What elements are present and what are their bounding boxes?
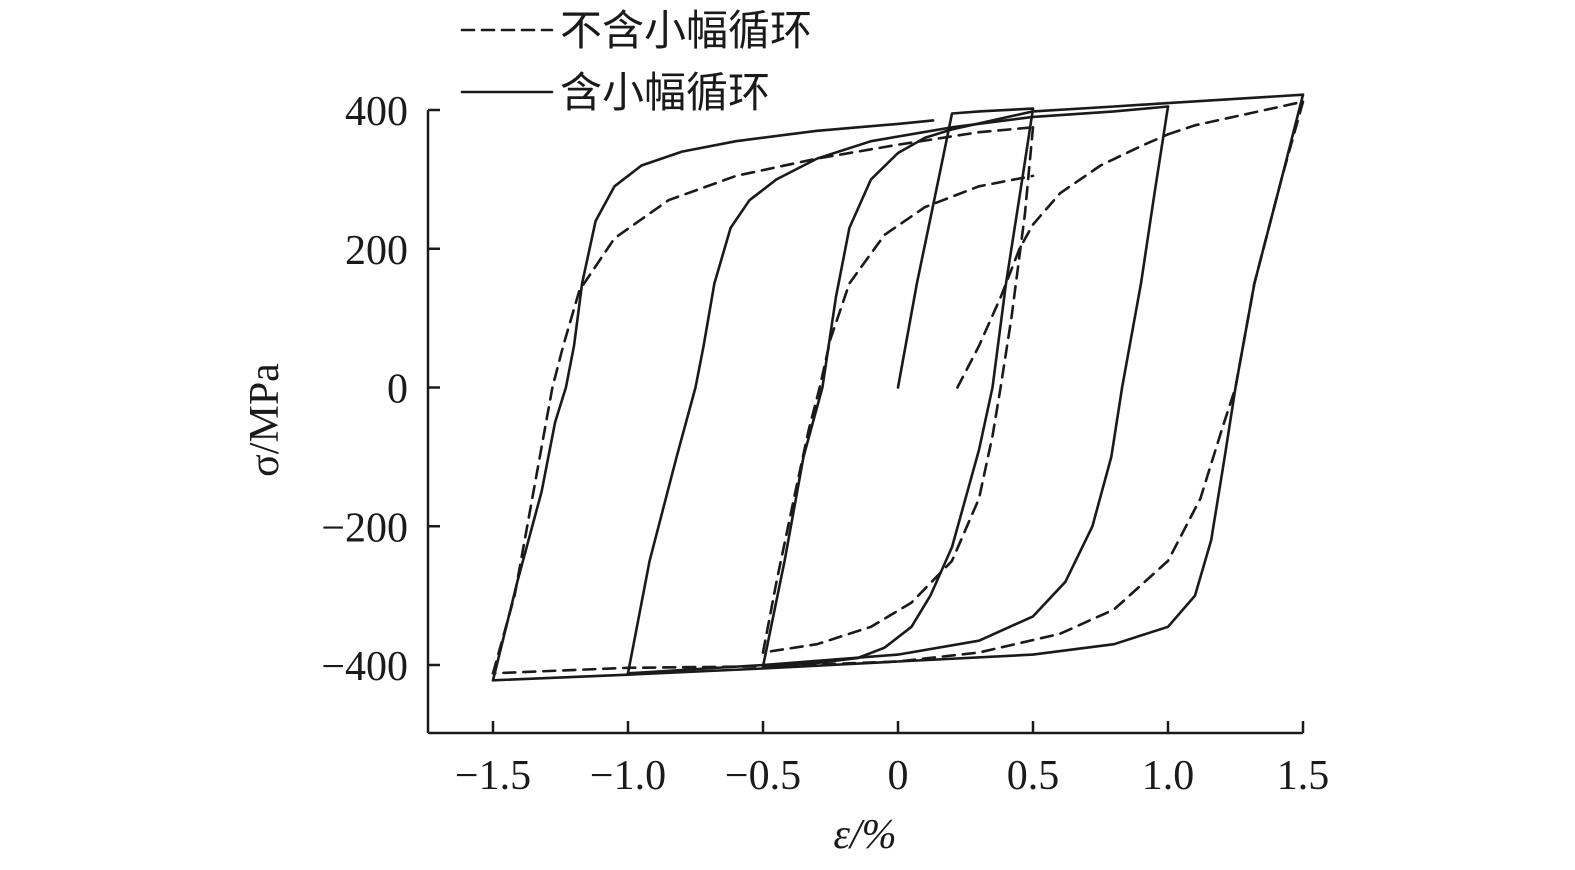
- series-0-segment-1: [1031, 133, 1170, 226]
- x-tick-label-0: −1.5: [455, 753, 531, 799]
- x-tick-label-2: −0.5: [725, 753, 801, 799]
- x-tick-label-6: 1.5: [1277, 753, 1330, 799]
- legend-label-0: 不含小幅循环: [560, 6, 812, 55]
- x-axis-title: ε/%: [833, 812, 896, 858]
- y-axis-title: σ/MPa: [242, 363, 288, 477]
- series-1-segment-2: [761, 110, 1035, 668]
- y-tick-label-0: 400: [345, 89, 408, 135]
- series-0-segment-0: [956, 223, 1035, 389]
- series-1-segment-3: [1031, 93, 1305, 113]
- curves-layer: [491, 93, 1305, 682]
- series-1-segment-7: [626, 105, 1170, 675]
- axes-layer: [426, 110, 1303, 735]
- series-1-segment-5: [491, 119, 935, 682]
- series-1-segment-4: [491, 93, 1305, 682]
- y-tick-label-3: −200: [321, 505, 408, 551]
- legend-label-1: 含小幅循环: [560, 68, 770, 117]
- series-0-segment-2: [1166, 100, 1305, 136]
- ticks-layer: 400 200 0 −200 −400 −1.5 −1.0 −0.5 0 0.5 1.0 1.5: [321, 89, 1329, 799]
- series-1-segment-6: [626, 105, 1170, 675]
- y-tick-label-2: 0: [387, 367, 408, 413]
- series-solid: [491, 93, 1305, 682]
- series-1-segment-0: [896, 107, 1035, 389]
- x-tick-label-1: −1.0: [590, 753, 666, 799]
- x-tick-label-4: 0.5: [1007, 753, 1060, 799]
- series-0-segment-5: [761, 126, 1035, 654]
- x-tick-label-3: 0: [888, 753, 909, 799]
- y-tick-label-1: 200: [345, 228, 408, 274]
- y-tick-label-4: −400: [321, 644, 408, 690]
- series-0-segment-6: [761, 174, 1035, 654]
- x-tick-label-5: 1.0: [1142, 753, 1195, 799]
- series-0-segment-4: [491, 126, 1035, 675]
